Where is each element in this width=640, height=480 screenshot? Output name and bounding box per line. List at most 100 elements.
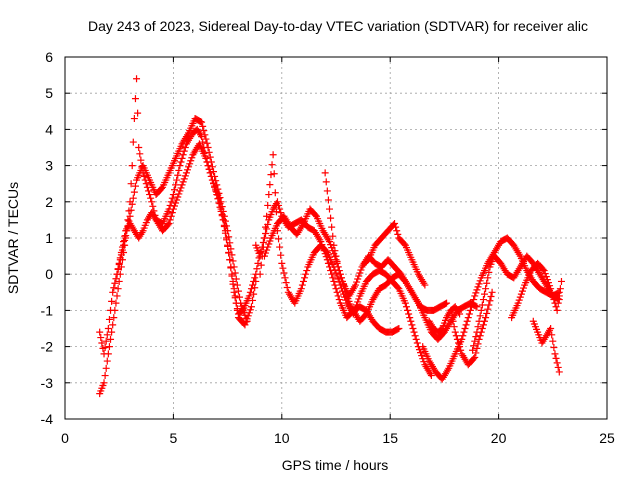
data-point	[471, 292, 479, 300]
data-point	[202, 154, 210, 162]
data-point-interp	[515, 296, 523, 304]
data-point-interp	[420, 358, 428, 366]
data-point-interp	[257, 261, 265, 269]
data-point-interp	[265, 240, 273, 248]
data-point-interp	[233, 306, 241, 314]
data-point-interp	[157, 185, 165, 193]
data-point-interp	[450, 323, 458, 331]
data-point-interp	[105, 343, 113, 351]
data-point	[113, 292, 121, 300]
x-tick-label: 15	[382, 430, 398, 446]
data-point	[176, 187, 184, 195]
data-point-interp	[275, 235, 283, 243]
data-point	[464, 314, 472, 322]
data-point-interp	[173, 176, 181, 184]
data-point-interp	[110, 284, 118, 292]
data-point	[252, 277, 260, 285]
series-track-10	[469, 252, 563, 354]
data-point-interp	[241, 311, 249, 319]
data-point	[100, 379, 108, 387]
data-point	[256, 270, 264, 278]
data-point-interp	[483, 279, 491, 287]
data-point-interp	[179, 151, 187, 159]
data-point-interp	[228, 251, 236, 259]
data-point-interp	[477, 328, 485, 336]
data-point-interp	[179, 178, 187, 186]
data-point	[126, 212, 134, 220]
x-tick-label: 5	[170, 430, 178, 446]
data-point-interp	[246, 306, 254, 314]
data-point-interp	[406, 314, 414, 322]
data-point-interp	[487, 293, 495, 301]
data-point	[208, 176, 216, 184]
data-point-interp	[98, 339, 106, 347]
data-point-interp	[272, 208, 280, 216]
data-point	[228, 270, 236, 278]
data-point-interp	[412, 335, 420, 343]
data-point	[278, 259, 286, 267]
data-point-interp	[144, 187, 152, 195]
data-point-interp	[548, 288, 556, 296]
data-point-interp	[103, 331, 111, 339]
data-point-interp	[333, 258, 341, 266]
data-point	[260, 234, 268, 242]
data-point-interp	[102, 337, 110, 345]
x-tick-label: 0	[61, 430, 69, 446]
data-point-interp	[327, 214, 335, 222]
data-point-interp	[108, 328, 116, 336]
data-point	[247, 303, 255, 311]
data-point-interp	[223, 222, 231, 230]
data-point-interp	[413, 339, 421, 347]
data-point-interp	[472, 289, 480, 297]
series-track-14	[425, 303, 464, 336]
data-point-interp	[168, 209, 176, 217]
data-point-interp	[227, 245, 235, 253]
y-tick-label: 4	[45, 121, 53, 137]
data-point-interp	[337, 274, 345, 282]
data-point-interp	[460, 328, 468, 336]
data-point	[443, 299, 451, 307]
data-point-interp	[472, 302, 480, 310]
data-point-interp	[353, 278, 361, 286]
data-point-interp	[331, 266, 339, 274]
data-point-interp	[333, 288, 341, 296]
data-point-interp	[457, 346, 465, 354]
data-point	[551, 350, 559, 358]
data-point-interp	[117, 251, 125, 259]
data-point-interp	[146, 191, 154, 199]
data-point-interp	[466, 306, 474, 314]
data-point-interp	[112, 299, 120, 307]
data-point-interp	[266, 181, 274, 189]
data-point-interp	[147, 194, 155, 202]
data-point	[120, 241, 128, 249]
data-point	[211, 172, 219, 180]
data-point-interp	[392, 223, 400, 231]
data-point-interp	[131, 182, 139, 190]
data-point	[113, 270, 121, 278]
data-point-interp	[329, 274, 337, 282]
data-point-interp	[266, 237, 274, 245]
data-point	[135, 144, 143, 151]
data-point-interp	[449, 317, 457, 325]
data-point-interp	[202, 135, 210, 143]
data-point-interp	[108, 297, 116, 305]
data-point-interp	[479, 321, 487, 329]
data-point-interp	[105, 315, 113, 323]
data-point-interp	[474, 323, 482, 331]
data-point-interp	[549, 337, 557, 345]
data-point-interp	[178, 154, 186, 162]
data-point	[477, 306, 485, 314]
data-point-interp	[170, 186, 178, 194]
data-point-interp	[236, 293, 244, 301]
data-point-interp	[115, 261, 123, 269]
data-point-interp	[322, 178, 330, 186]
data-point-interp	[231, 292, 239, 300]
data-point-interp	[174, 193, 182, 201]
data-point-interp	[267, 171, 275, 179]
x-tick-label: 10	[274, 430, 290, 446]
data-point	[553, 306, 561, 314]
data-point-interp	[437, 325, 445, 333]
data-point-interp	[303, 267, 311, 275]
y-tick-label: -1	[41, 302, 54, 318]
data-point-interp	[456, 343, 464, 351]
